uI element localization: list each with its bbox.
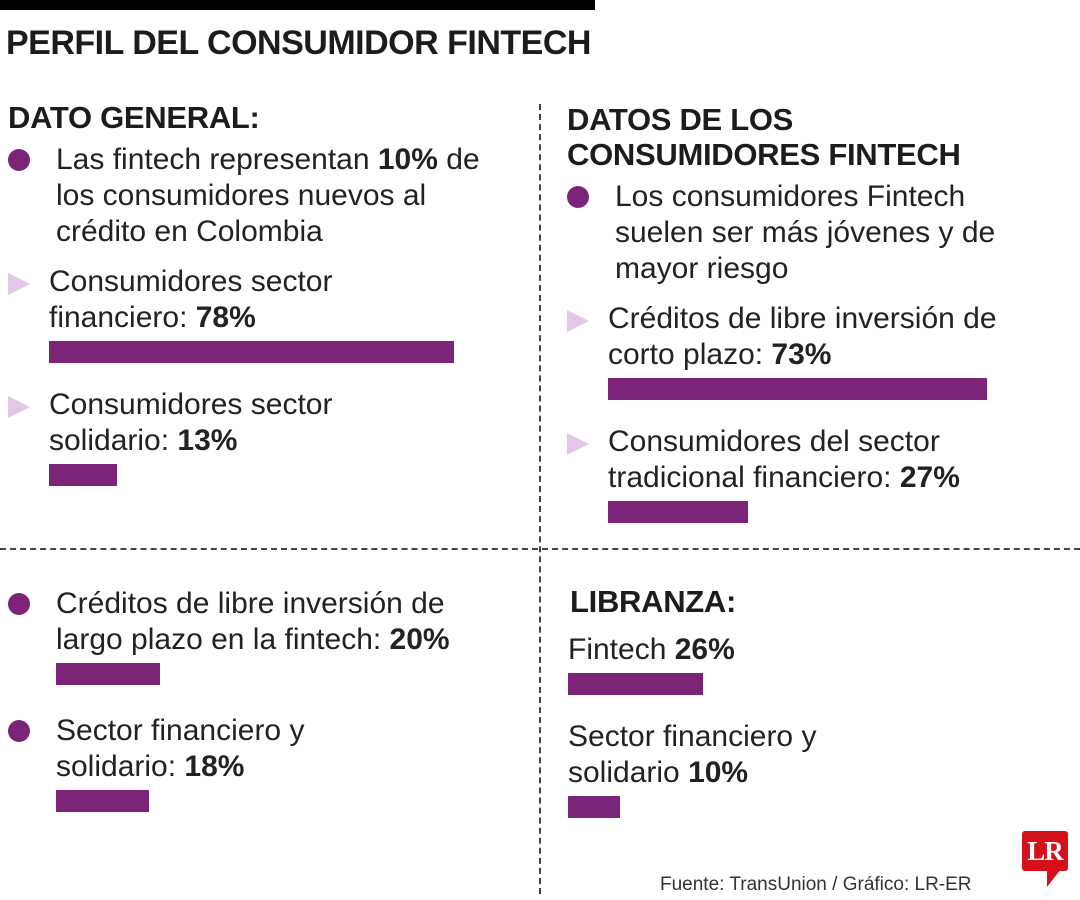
source-note: Fuente: TransUnion / Gráfico: LR-ER	[660, 874, 972, 895]
section-general: DATO GENERAL: Las fintech representan 10…	[8, 100, 508, 486]
stat-item: Fintech 26%	[568, 632, 1028, 695]
stat-bar	[49, 464, 117, 486]
triangle-marker-icon	[8, 273, 30, 295]
section-libranza: LIBRANZA: Fintech 26% Sector financiero …	[568, 584, 1028, 818]
stat-value: 20%	[389, 623, 450, 656]
stat-label: Fintech 26%	[568, 633, 735, 666]
top-rule	[0, 0, 595, 10]
stat-label: Consumidores del sector tradicional fina…	[608, 425, 960, 494]
bullet-dot-icon	[8, 593, 30, 615]
bullet-dot-icon	[8, 149, 30, 171]
bullet-text: de los consumidores nuevos al crédito en…	[56, 143, 480, 248]
stat-item: Sector financiero y solidario 10%	[568, 719, 1028, 818]
section-credits: Créditos de libre inversión de largo pla…	[8, 586, 508, 812]
stat-label: Sector financiero y solidario: 18%	[56, 714, 305, 783]
stat-value: 73%	[771, 338, 832, 371]
section-heading: DATOS DE LOS CONSUMIDORES FINTECH	[567, 102, 961, 172]
bullet-text: Las fintech representan	[56, 143, 378, 176]
stat-label: Consumidores sector financiero: 78%	[49, 265, 333, 334]
stat-bar	[49, 341, 454, 363]
stat-value: 26%	[674, 633, 735, 666]
bullet-value: 10%	[377, 143, 438, 176]
bullet-text: Los consumidores Fintech suelen ser más …	[615, 180, 996, 285]
bullet-dot-icon	[8, 720, 30, 742]
stat-value: 18%	[184, 750, 245, 783]
stat-item: Créditos de libre inversión de corto pla…	[567, 301, 1028, 400]
horizontal-divider	[0, 548, 1080, 550]
stat-label: Créditos de libre inversión de largo pla…	[56, 587, 450, 656]
stat-label: Créditos de libre inversión de corto pla…	[608, 302, 997, 371]
stat-item: Consumidores del sector tradicional fina…	[567, 424, 1048, 523]
stat-item: Créditos de libre inversión de largo pla…	[8, 586, 506, 685]
stat-bar	[56, 663, 160, 685]
lr-logo: LR	[1022, 831, 1068, 871]
stat-bar	[568, 673, 703, 695]
bullet-item: Las fintech representan 10% de los consu…	[8, 142, 508, 250]
section-heading: LIBRANZA:	[570, 584, 737, 619]
stat-bar	[608, 501, 748, 523]
stat-bar	[608, 378, 987, 400]
stat-value: 13%	[177, 424, 238, 457]
section-heading: DATO GENERAL:	[8, 100, 260, 135]
stat-bar	[568, 796, 620, 818]
stat-item: Consumidores sector solidario: 13%	[8, 387, 457, 486]
bullet-dot-icon	[567, 186, 589, 208]
stat-item: Sector financiero y solidario: 18%	[8, 713, 506, 812]
stat-value: 78%	[195, 301, 256, 334]
triangle-marker-icon	[567, 310, 589, 332]
triangle-marker-icon	[567, 433, 589, 455]
triangle-marker-icon	[8, 396, 30, 418]
lr-logo-tail	[1047, 869, 1061, 887]
vertical-divider	[539, 104, 541, 894]
stat-label: Sector financiero y solidario 10%	[568, 720, 817, 789]
stat-label: Consumidores sector solidario: 13%	[49, 388, 333, 457]
stat-value: 10%	[688, 756, 749, 789]
stat-value: 27%	[899, 461, 960, 494]
stat-item: Consumidores sector financiero: 78%	[8, 264, 457, 363]
page-title: PERFIL DEL CONSUMIDOR FINTECH	[6, 24, 591, 62]
section-consumers: DATOS DE LOS CONSUMIDORES FINTECH Los co…	[567, 102, 1047, 523]
bullet-item: Los consumidores Fintech suelen ser más …	[567, 179, 1045, 287]
stat-bar	[56, 790, 149, 812]
